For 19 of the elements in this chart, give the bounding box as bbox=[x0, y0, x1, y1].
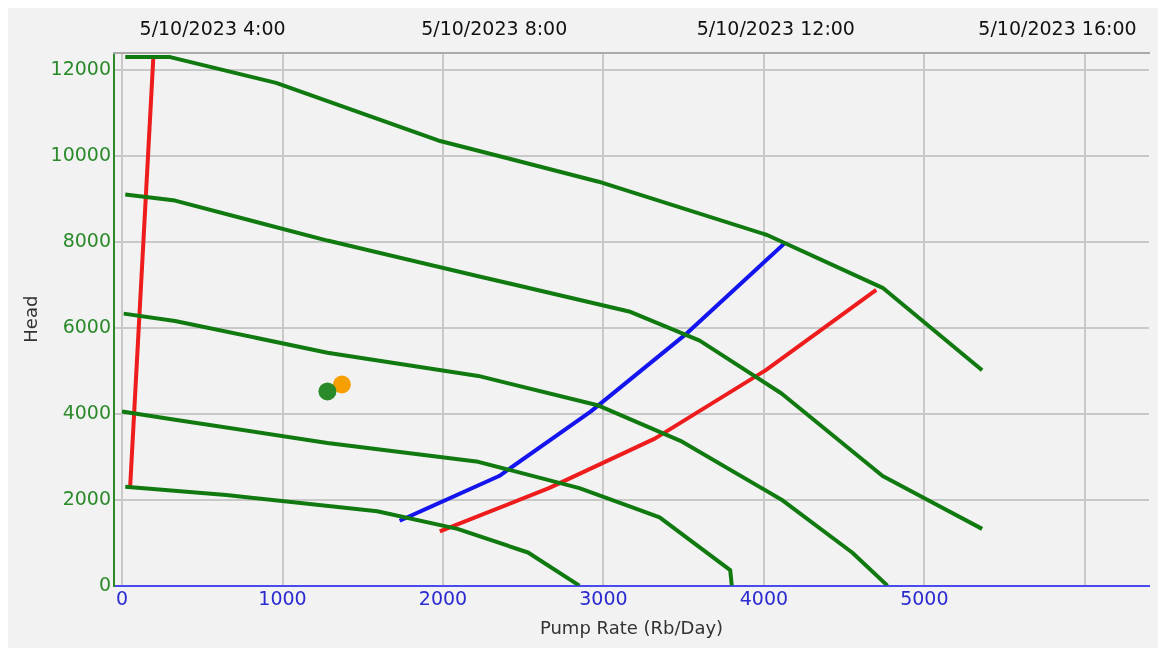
x-tick-label: 3000 bbox=[579, 586, 628, 609]
y-tick-label: 4000 bbox=[62, 400, 112, 423]
y-tick-label: 10000 bbox=[50, 142, 112, 165]
x-axis-title: Pump Rate (Rb/Day) bbox=[539, 616, 724, 638]
y-tick-label: 12000 bbox=[50, 56, 112, 79]
x2-tick-label: 5/10/2023 8:00 bbox=[421, 17, 568, 40]
x-tick-label: 5000 bbox=[900, 586, 949, 609]
x2-tick-label: 5/10/2023 16:00 bbox=[978, 17, 1137, 40]
y-tick-label: 2000 bbox=[62, 486, 112, 509]
x-tick-label: 2000 bbox=[418, 586, 468, 609]
x-tick-label: 0 bbox=[116, 586, 129, 609]
x-tick-label: 4000 bbox=[739, 586, 789, 609]
x2-tick-label: 5/10/2023 12:00 bbox=[696, 17, 855, 40]
x2-tick-label: 5/10/2023 4:00 bbox=[139, 17, 286, 40]
y-tick-label: 8000 bbox=[62, 228, 112, 251]
y-tick-label: 6000 bbox=[62, 314, 112, 337]
y-tick-label: 0 bbox=[98, 572, 112, 595]
y-axis-title: Head bbox=[20, 295, 42, 343]
x-tick-label: 1000 bbox=[258, 586, 307, 609]
